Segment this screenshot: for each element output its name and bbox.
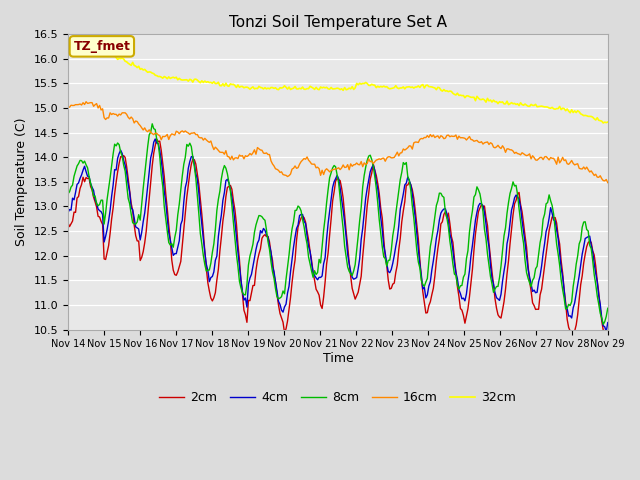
8cm xyxy=(575,241,583,247)
8cm xyxy=(600,322,607,327)
4cm xyxy=(602,329,610,335)
8cm xyxy=(64,191,72,197)
32cm xyxy=(68,44,76,50)
4cm xyxy=(575,273,583,279)
8cm xyxy=(131,221,138,227)
32cm xyxy=(132,63,140,69)
2cm xyxy=(227,182,234,188)
16cm xyxy=(132,118,140,124)
8cm xyxy=(148,121,156,127)
2cm xyxy=(253,257,261,263)
32cm xyxy=(301,86,309,92)
8cm xyxy=(604,305,612,311)
Legend: 2cm, 4cm, 8cm, 16cm, 32cm: 2cm, 4cm, 8cm, 16cm, 32cm xyxy=(154,386,522,409)
16cm xyxy=(301,156,309,162)
16cm xyxy=(64,104,72,110)
Line: 2cm: 2cm xyxy=(68,139,608,348)
Line: 16cm: 16cm xyxy=(68,102,608,183)
32cm xyxy=(64,44,72,50)
8cm xyxy=(227,188,234,194)
X-axis label: Time: Time xyxy=(323,352,353,365)
2cm xyxy=(604,346,612,351)
Y-axis label: Soil Temperature (C): Soil Temperature (C) xyxy=(15,118,28,246)
Line: 8cm: 8cm xyxy=(68,124,608,324)
Line: 32cm: 32cm xyxy=(68,47,608,123)
2cm xyxy=(244,298,252,303)
2cm xyxy=(153,136,161,142)
Text: TZ_fmet: TZ_fmet xyxy=(74,40,131,53)
4cm xyxy=(253,240,261,246)
8cm xyxy=(253,217,261,223)
4cm xyxy=(604,320,612,325)
4cm xyxy=(131,215,138,221)
8cm xyxy=(301,233,309,239)
2cm xyxy=(575,297,583,303)
16cm xyxy=(244,153,252,158)
4cm xyxy=(64,210,72,216)
Line: 4cm: 4cm xyxy=(68,139,608,332)
32cm xyxy=(227,81,234,87)
4cm xyxy=(244,281,252,287)
16cm xyxy=(604,180,612,186)
2cm xyxy=(301,219,309,225)
32cm xyxy=(253,86,261,92)
16cm xyxy=(253,144,261,150)
4cm xyxy=(301,221,309,227)
32cm xyxy=(604,119,612,125)
32cm xyxy=(244,85,252,91)
16cm xyxy=(575,166,583,171)
2cm xyxy=(64,220,72,226)
Title: Tonzi Soil Temperature Set A: Tonzi Soil Temperature Set A xyxy=(229,15,447,30)
4cm xyxy=(227,187,234,192)
32cm xyxy=(600,120,607,126)
8cm xyxy=(244,262,252,268)
4cm xyxy=(152,136,159,142)
32cm xyxy=(575,109,583,115)
16cm xyxy=(227,156,234,162)
2cm xyxy=(131,222,138,228)
16cm xyxy=(82,99,90,105)
